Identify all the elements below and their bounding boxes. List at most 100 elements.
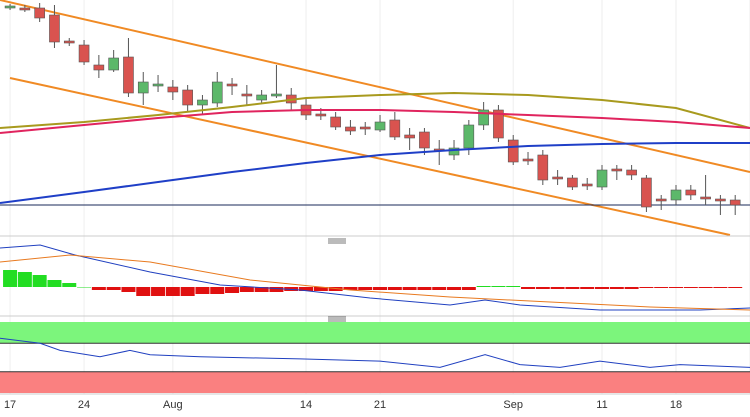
macd-bar <box>239 287 254 292</box>
candle-body <box>626 169 637 176</box>
candle-body <box>389 119 401 138</box>
macd-bar <box>225 287 240 293</box>
macd-bar <box>165 287 180 296</box>
candle-body <box>315 113 327 117</box>
macd-bar <box>639 287 654 288</box>
candle-body <box>211 81 223 104</box>
macd-bar <box>506 286 521 287</box>
macd-bar <box>151 287 166 296</box>
macd-bar <box>491 286 506 287</box>
candle-body <box>700 196 711 200</box>
candle-body <box>78 44 90 63</box>
macd-bar <box>595 287 610 289</box>
macd-bar <box>402 287 417 290</box>
candle-body <box>715 198 726 202</box>
candle-body <box>567 177 578 188</box>
macd-bar <box>728 287 743 288</box>
macd-bar <box>669 287 684 288</box>
moving-average <box>0 142 750 204</box>
macd-bar <box>77 287 92 288</box>
candle-body <box>182 89 193 106</box>
macd-bar <box>535 287 550 289</box>
macd-bar <box>565 287 580 289</box>
candle-body <box>241 93 253 97</box>
candle-body <box>49 14 60 43</box>
candle-body <box>537 154 549 181</box>
candle-body <box>478 109 489 126</box>
candle-body <box>34 7 45 19</box>
macd-bar <box>654 287 669 288</box>
candle-body <box>404 134 415 139</box>
candle-body <box>581 183 593 187</box>
macd-bar <box>373 287 388 290</box>
macd-bar <box>521 287 536 289</box>
candle-body <box>256 94 267 101</box>
x-tick-label: 21 <box>374 399 386 411</box>
macd-bar <box>609 287 624 289</box>
macd-bar <box>17 272 32 287</box>
macd-bar <box>47 280 62 287</box>
macd-bar <box>358 287 373 290</box>
candle-body <box>655 198 667 202</box>
x-tick-label: 18 <box>670 399 682 411</box>
macd-bar <box>447 287 462 290</box>
candle-body <box>670 189 682 201</box>
macd-bar <box>210 287 225 294</box>
macd-bar <box>624 287 639 289</box>
candle-body <box>493 109 504 139</box>
macd-bar <box>3 270 18 287</box>
macd-bar <box>461 287 476 290</box>
rsi-oversold-band <box>0 371 750 393</box>
rsi-overbought-band <box>0 322 750 344</box>
x-tick-label: 24 <box>78 399 90 411</box>
macd-bar <box>254 287 269 292</box>
macd-bar <box>313 287 328 291</box>
candle-body <box>108 57 119 71</box>
resize-handle[interactable] <box>328 316 346 322</box>
candle-body <box>4 5 16 9</box>
candle-body <box>137 81 149 94</box>
macd-line <box>0 254 750 311</box>
macd-bar <box>683 287 698 288</box>
candle-body <box>271 93 282 97</box>
macd-bar <box>550 287 565 289</box>
candle-body <box>419 131 430 149</box>
candle-body <box>448 147 460 156</box>
candle-body <box>167 86 179 93</box>
x-tick-label: 11 <box>596 399 607 411</box>
x-tick-label: 17 <box>4 399 16 411</box>
candle-body <box>93 64 105 71</box>
candle-body <box>641 177 652 208</box>
candle-body <box>507 139 519 163</box>
candle-body <box>685 189 697 196</box>
macd-bar <box>195 287 210 294</box>
candle-body <box>330 116 341 128</box>
moving-average <box>0 109 750 134</box>
macd-bar <box>698 287 713 288</box>
candle-body <box>463 124 475 149</box>
macd-bar <box>387 287 402 290</box>
candle-body <box>729 199 741 206</box>
macd-bar <box>432 287 447 290</box>
macd-bar <box>343 287 358 290</box>
x-tick-label: Sep <box>503 399 523 411</box>
candle-body <box>226 83 238 87</box>
candle-body <box>359 126 371 130</box>
macd-bar <box>62 283 77 287</box>
candle-body <box>19 7 31 11</box>
macd-bar <box>106 287 121 290</box>
macd-bar <box>32 275 47 287</box>
x-tick-label: 14 <box>300 399 312 411</box>
rsi-line <box>0 337 750 368</box>
macd-bar <box>299 287 314 291</box>
macd-bar <box>269 287 284 292</box>
candle-body <box>63 40 75 44</box>
resize-handle[interactable] <box>328 238 346 244</box>
macd-bar <box>91 287 106 290</box>
macd-bar <box>580 287 595 289</box>
candle-body <box>152 83 164 87</box>
candle-body <box>596 169 608 188</box>
candle-body <box>374 121 386 131</box>
macd-bar <box>121 287 136 292</box>
